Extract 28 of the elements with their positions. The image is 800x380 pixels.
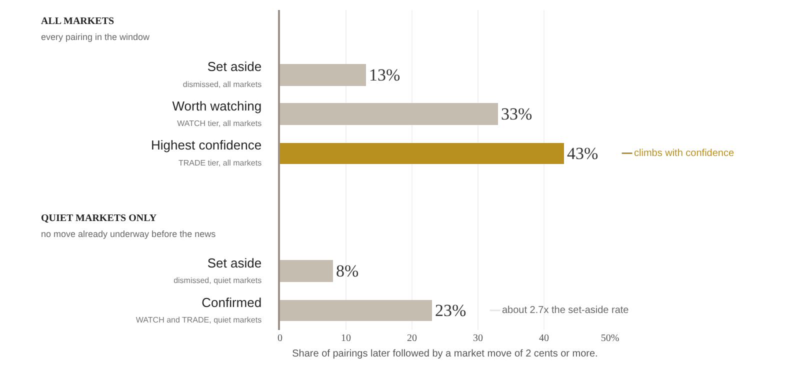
y-tick-label: Confirmed WATCH and TRADE, quiet markets	[136, 294, 262, 324]
y-tick-label: Worth watching WATCH tier, all markets	[172, 98, 262, 128]
y-tick-label: Set aside dismissed, quiet markets	[174, 256, 262, 286]
data-label: 33%	[501, 104, 532, 124]
text: climbs with confidence	[634, 148, 734, 159]
x-tick-label: 30	[473, 333, 483, 344]
y-tick-label: Set aside dismissed, all markets	[182, 59, 262, 89]
bar	[280, 143, 564, 164]
data-label: 8%	[336, 262, 359, 280]
bar	[280, 64, 366, 86]
text: every pairing in the window	[41, 32, 150, 42]
y-tick-label: Highest confidence TRADE tier, all markets	[151, 138, 262, 168]
x-tick-label: 40	[539, 333, 549, 344]
text: no move already underway before the news	[41, 229, 216, 239]
bar	[280, 103, 498, 125]
x-tick-label: 20	[407, 333, 417, 344]
data-label: 43%	[567, 144, 598, 163]
data-label: 23%	[435, 301, 466, 320]
text: QUIET MARKETS ONLY	[41, 213, 158, 224]
x-tick-label: 10	[341, 333, 351, 344]
x-tick-label: 0	[278, 333, 282, 344]
bar	[280, 300, 432, 321]
x-tick-label: 50%	[600, 333, 620, 344]
x-axis-title: Share of pairings later followed by a market move of 2 cents or more.	[292, 348, 598, 360]
data-label: 13%	[369, 66, 400, 84]
text: ALL MARKETS	[41, 16, 115, 27]
bar	[280, 260, 333, 282]
annotation: about 2.7x the set-aside rate	[502, 305, 630, 316]
